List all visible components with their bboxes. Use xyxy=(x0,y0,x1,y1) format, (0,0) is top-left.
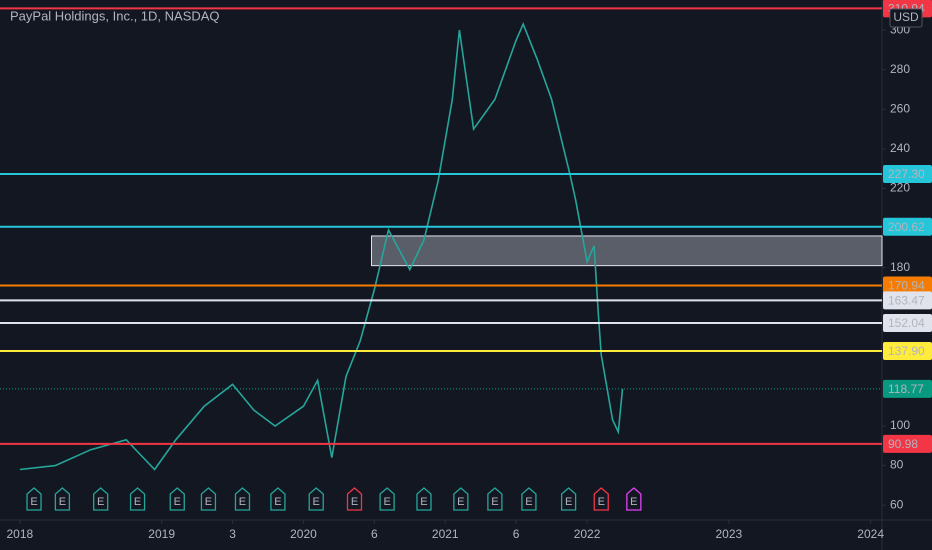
price-tag-label: 163.47 xyxy=(888,294,925,308)
earnings-marker xyxy=(346,487,363,511)
x-tick-label: 2023 xyxy=(716,527,743,541)
earnings-marker xyxy=(234,487,251,511)
price-tag xyxy=(883,313,932,332)
currency-box xyxy=(889,8,923,28)
price-tag-label: 227.30 xyxy=(888,167,925,181)
earnings-label: E xyxy=(239,496,246,508)
x-tick-label: 2020 xyxy=(290,527,317,541)
price-tag xyxy=(883,379,932,398)
earnings-marker xyxy=(626,487,642,511)
earnings-label: E xyxy=(274,496,281,508)
price-tag-label: 137.90 xyxy=(888,344,925,358)
chart-title: PayPal Holdings, Inc., 1D, NASDAQ xyxy=(10,8,220,23)
earnings-marker xyxy=(169,487,185,511)
earnings-label: E xyxy=(525,496,532,508)
earnings-marker xyxy=(26,487,42,511)
price-tag xyxy=(883,434,932,453)
y-tick-label: 60 xyxy=(890,497,904,511)
price-tag xyxy=(883,276,932,295)
x-tick-label: 2021 xyxy=(432,527,459,541)
price-tag-label: 200.62 xyxy=(888,220,925,234)
earnings-marker xyxy=(129,487,146,511)
price-tag xyxy=(883,217,932,236)
earnings-marker xyxy=(379,487,395,511)
y-tick-label: 260 xyxy=(890,101,910,115)
price-tag xyxy=(883,291,932,310)
x-tick-label: 6 xyxy=(513,527,520,541)
x-tick-label: 2019 xyxy=(148,527,175,541)
currency-label: USD xyxy=(893,10,919,24)
earnings-label: E xyxy=(97,496,104,508)
x-tick-label: 2018 xyxy=(7,527,34,541)
price-tag-label: 90.98 xyxy=(888,437,918,451)
price-tag xyxy=(883,341,932,360)
earnings-label: E xyxy=(598,496,605,508)
earnings-label: E xyxy=(205,496,212,508)
earnings-label: E xyxy=(565,496,572,508)
x-tick-label: 6 xyxy=(371,527,378,541)
earnings-marker xyxy=(93,487,109,511)
y-tick-label: 100 xyxy=(890,418,910,432)
y-tick-label: 280 xyxy=(890,62,910,76)
y-tick-label: 180 xyxy=(890,260,910,274)
price-tag-label: 118.77 xyxy=(888,382,924,396)
earnings-label: E xyxy=(351,496,358,508)
price-tag-label: 170.94 xyxy=(888,279,925,293)
zone xyxy=(371,235,883,267)
earnings-label: E xyxy=(457,496,464,508)
earnings-marker xyxy=(270,487,286,511)
y-tick-label: 80 xyxy=(890,458,904,472)
x-tick-label: 3 xyxy=(229,527,236,541)
earnings-marker xyxy=(593,487,609,511)
earnings-marker xyxy=(560,487,577,511)
earnings-label: E xyxy=(30,496,37,508)
earnings-label: E xyxy=(59,496,66,508)
earnings-label: E xyxy=(420,496,427,508)
earnings-marker xyxy=(200,487,217,511)
earnings-marker xyxy=(416,487,432,511)
price-tag xyxy=(883,164,932,183)
x-tick-label: 2022 xyxy=(574,527,601,541)
earnings-label: E xyxy=(313,496,320,508)
earnings-label: E xyxy=(174,496,181,508)
earnings-marker xyxy=(453,487,469,511)
earnings-label: E xyxy=(491,496,498,508)
price-tag-label: 152.04 xyxy=(888,316,925,330)
earnings-marker xyxy=(54,487,71,511)
earnings-label: E xyxy=(383,496,390,508)
earnings-label: E xyxy=(630,496,637,508)
earnings-marker xyxy=(308,487,324,511)
y-tick-label: 240 xyxy=(890,141,910,155)
price-line xyxy=(19,22,624,471)
y-tick-label: 220 xyxy=(890,181,910,195)
x-tick-label: 2024 xyxy=(857,527,884,541)
earnings-label: E xyxy=(134,496,141,508)
earnings-marker xyxy=(521,487,537,511)
earnings-marker xyxy=(487,487,503,511)
